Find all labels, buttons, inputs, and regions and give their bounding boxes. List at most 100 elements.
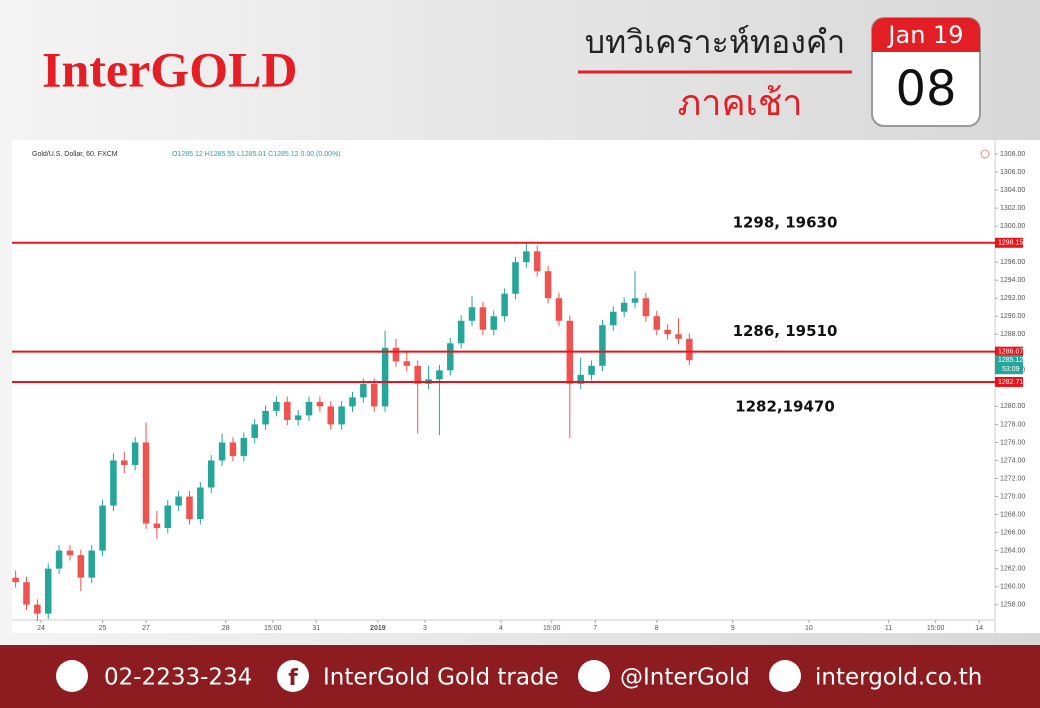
last-price: 1285.12	[998, 357, 1023, 364]
candle-body	[99, 505, 106, 551]
candle-body	[631, 298, 639, 303]
plot: 1258.00 1260.00 1262.00 1264.00 1266.00 1268.…	[12, 151, 1025, 632]
candle-body	[273, 401, 280, 411]
ohlc: O1285.12	[172, 151, 203, 158]
y-tick-label: 1288.00	[1000, 331, 1025, 338]
candle-body	[197, 487, 204, 520]
y-tick-label: 1302.00	[1000, 205, 1025, 212]
candle-body	[153, 523, 161, 529]
x-tick-label: 2019	[370, 625, 386, 632]
candle-body	[490, 316, 498, 330]
candle-body	[620, 302, 628, 312]
ohlc-legend: O1285.12 H1285.55 L1285.01 C1285.12 0.00…	[172, 151, 341, 158]
y-tick-label: 1272.00	[1000, 475, 1025, 482]
x-tick-label: 7	[593, 625, 597, 632]
candle-body	[360, 383, 367, 398]
candle-body	[349, 397, 356, 407]
candle-body	[218, 442, 226, 461]
candle-body	[121, 460, 128, 465]
candle-body	[512, 262, 519, 294]
y-tick-label: 1296.00	[1000, 259, 1025, 266]
candle-body	[642, 298, 650, 317]
candle-body	[653, 316, 661, 330]
calendar-month: Jan 19	[886, 21, 963, 49]
y-tick-label: 1280.00	[1000, 403, 1025, 410]
y-tick-label: 1264.00	[1000, 547, 1025, 554]
phone-icon	[56, 660, 88, 692]
candle-body	[523, 251, 530, 263]
candle-body	[284, 401, 291, 420]
level-annotation: 1282,19470	[735, 397, 835, 415]
candle-body	[251, 424, 258, 438]
candle-body	[436, 370, 443, 380]
y-tick-label: 1266.00	[1000, 529, 1025, 536]
candle-body	[381, 347, 389, 407]
facebook-glyph: f	[288, 666, 298, 691]
chart-panel	[12, 140, 1040, 633]
brand: InterGOLD	[42, 41, 298, 97]
candle-body	[686, 338, 693, 361]
x-tick-label: 4	[499, 625, 503, 632]
y-tick-label: 1292.00	[1000, 295, 1025, 302]
candle-body	[305, 401, 313, 416]
candle-body	[555, 298, 563, 321]
countdown: 53:09	[1002, 366, 1020, 373]
x-tick-label: 3	[423, 625, 427, 632]
x-tick-label: 9	[731, 625, 735, 632]
candle-body	[447, 343, 454, 371]
line: @InterGold	[620, 665, 750, 691]
candle-body	[12, 577, 19, 583]
candle-body	[479, 307, 487, 330]
level-tag	[995, 346, 1023, 357]
candle-body	[501, 293, 508, 317]
candle-body	[131, 442, 139, 465]
x-tick-label: 10	[805, 625, 813, 632]
candle-body	[23, 582, 30, 605]
candle-body	[55, 550, 63, 569]
candle-body	[262, 410, 269, 425]
y-tick-label: 1300.00	[1000, 223, 1025, 230]
candle-body	[370, 383, 378, 407]
x-tick-label: 24	[37, 625, 45, 632]
candle-body	[338, 406, 345, 425]
candle-body	[240, 437, 248, 456]
x-tick-label: 14	[975, 625, 983, 632]
candle-body	[327, 406, 335, 425]
level-tag	[995, 237, 1023, 248]
title: บทวิเคราะห์ทองคำ	[585, 23, 845, 61]
candle-body	[599, 325, 606, 366]
candle-body	[610, 311, 617, 326]
x-tick-label: 8	[655, 625, 659, 632]
level-label: 1298.15	[998, 240, 1023, 247]
y-tick-label: 1274.00	[1000, 457, 1025, 464]
y-tick-label: 1306.00	[1000, 169, 1025, 176]
y-tick-label: 1262.00	[1000, 565, 1025, 572]
candle-body	[88, 550, 95, 578]
clock-icon	[980, 149, 990, 159]
candle-body	[403, 361, 411, 366]
y-tick-label: 1260.00	[1000, 583, 1025, 590]
candle-body	[207, 460, 215, 488]
candle-body	[110, 460, 117, 506]
x-tick-label: 15:00	[264, 625, 282, 632]
subtitle: ภาคเช้า	[678, 83, 803, 124]
y-tick-label: 1276.00	[1000, 439, 1025, 446]
facebook: InterGold Gold trade	[323, 665, 559, 691]
x-tick-label: 25	[99, 625, 107, 632]
candle-body	[229, 442, 237, 456]
level-tag	[995, 376, 1023, 387]
y-tick-label: 1258.00	[1000, 602, 1025, 609]
candle-body	[533, 251, 541, 272]
y-tick-label: 1308.00	[1000, 151, 1025, 158]
y-tick-label: 1290.00	[1000, 313, 1025, 320]
level-annotation: 1298, 19630	[733, 213, 838, 231]
x-tick-label: 27	[142, 625, 150, 632]
x-tick-label: 31	[312, 625, 320, 632]
website: intergold.co.th	[815, 665, 982, 691]
y-tick-label: 1270.00	[1000, 493, 1025, 500]
x-tick-label: 11	[885, 625, 892, 632]
level-label: 1282.71	[998, 379, 1023, 386]
candle-body	[457, 320, 465, 344]
facebook-icon	[277, 660, 309, 692]
candle-body	[186, 496, 193, 520]
